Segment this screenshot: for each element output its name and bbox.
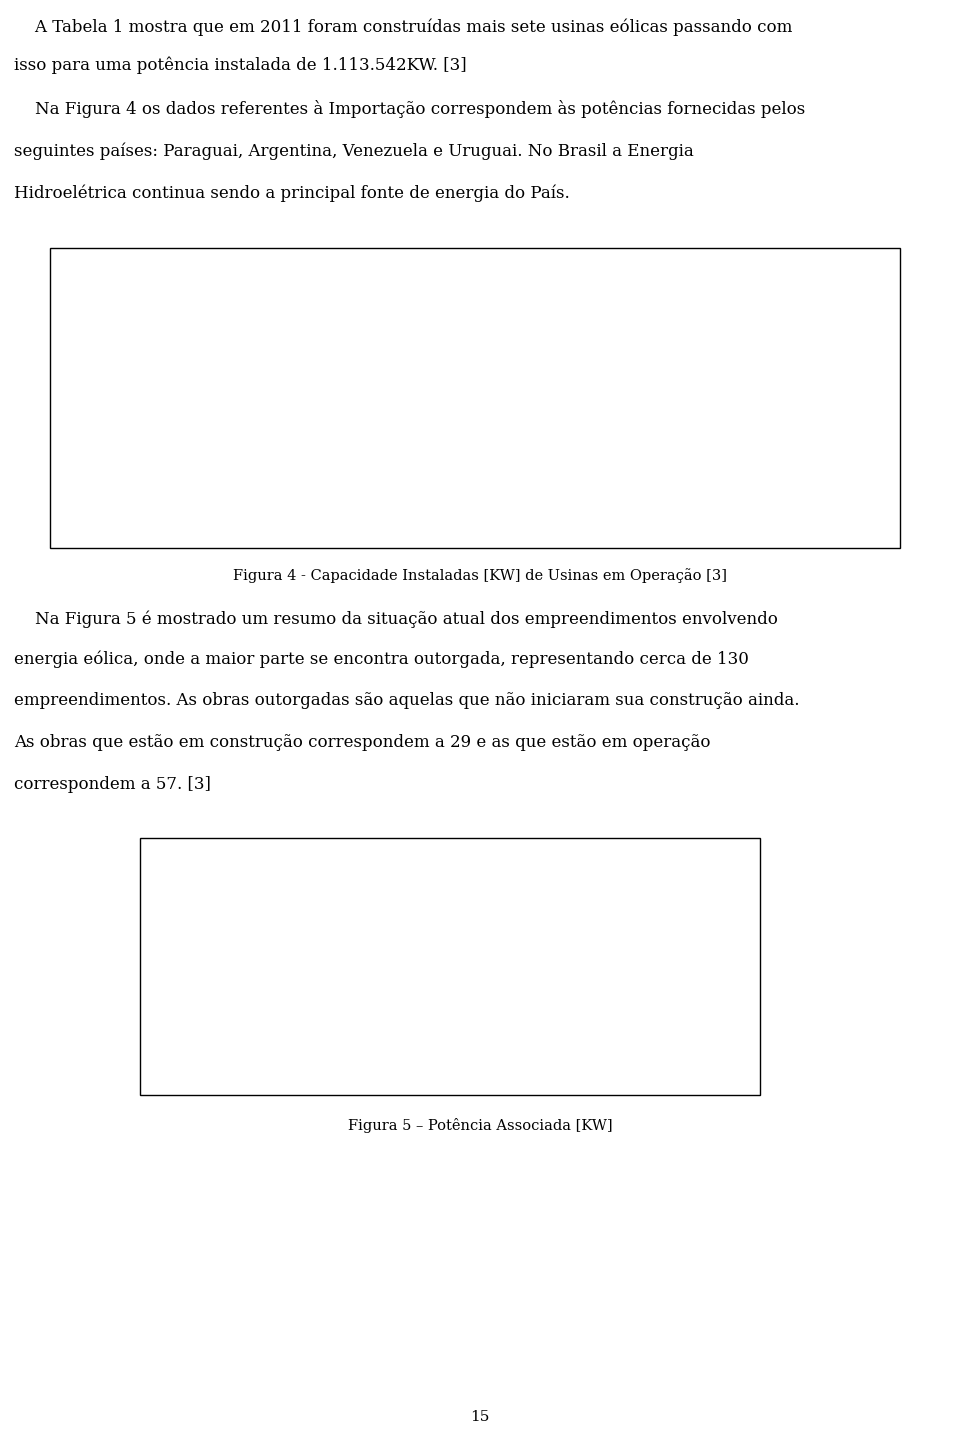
- Bar: [426, 462, 482, 480]
- Text: energia eólica, onde a maior parte se encontra outorgada, representando cerca de: energia eólica, onde a maior parte se en…: [14, 650, 749, 667]
- X-axis label: Tipos de Usina: Tipos de Usina: [438, 523, 564, 538]
- Text: A Tabela 1 mostra que em 2011 foram construídas mais sete usinas eólicas passand: A Tabela 1 mostra que em 2011 foram cons…: [14, 19, 792, 36]
- Text: 1.113.542: 1.113.542: [643, 985, 710, 998]
- Text: 1.944.054: 1.944.054: [612, 464, 669, 475]
- Bar: [234, 889, 333, 1040]
- Text: Hidroelétrica continua sendo a principal fonte de energia do País.: Hidroelétrica continua sendo a principal…: [14, 186, 569, 203]
- Text: empreendimentos. As obras outorgadas são aquelas que não iniciaram sua construçã: empreendimentos. As obras outorgadas são…: [14, 692, 800, 709]
- Bar: [431, 1009, 529, 1040]
- Text: 6.999.789: 6.999.789: [333, 453, 390, 463]
- Y-axis label: Capacidade Instalada [KW]: Capacidade Instalada [KW]: [95, 279, 108, 462]
- Text: 81.599.685: 81.599.685: [143, 285, 207, 295]
- Bar: [333, 464, 390, 480]
- Text: 2.007.000: 2.007.000: [519, 464, 576, 475]
- Bar: [519, 476, 575, 480]
- Bar: [240, 450, 297, 480]
- Text: Figura 4 - Capacidade Instaladas [KW] de Usinas em Operação [3]: Figura 4 - Capacidade Instaladas [KW] de…: [233, 568, 727, 582]
- Text: As obras que estão em construção correspondem a 29 e as que estão em operação: As obras que estão em construção corresp…: [14, 733, 710, 751]
- Text: 15: 15: [470, 1411, 490, 1424]
- Y-axis label: Potência Associada (KW): Potência Associada (KW): [193, 861, 205, 1028]
- Text: Figura 5 – Potência Associada [KW]: Figura 5 – Potência Associada [KW]: [348, 1117, 612, 1133]
- Text: 8.431.550: 8.431.550: [426, 450, 483, 460]
- Bar: [612, 476, 668, 480]
- Text: correspondem a 57. [3]: correspondem a 57. [3]: [14, 777, 211, 792]
- Text: 4.136.404: 4.136.404: [250, 873, 318, 886]
- Text: 13.193.271: 13.193.271: [236, 439, 300, 449]
- Bar: [706, 477, 761, 480]
- Bar: [148, 296, 204, 480]
- Text: seguintes países: Paraguai, Argentina, Venezuela e Uruguai. No Brasil a Energia: seguintes países: Paraguai, Argentina, V…: [14, 142, 694, 161]
- Text: isso para uma potência instalada de 1.113.542KW. [3]: isso para uma potência instalada de 1.11…: [14, 56, 467, 73]
- Text: 8.170.000: 8.170.000: [799, 450, 855, 460]
- Text: Na Figura 5 é mostrado um resumo da situação atual dos empreendimentos envolvend: Na Figura 5 é mostrado um resumo da situ…: [14, 610, 778, 627]
- Text: Na Figura 4 os dados referentes à Importação correspondem às potências fornecida: Na Figura 4 os dados referentes à Import…: [14, 101, 805, 118]
- Bar: [799, 462, 854, 480]
- Bar: [627, 999, 726, 1040]
- Text: 1.113.542: 1.113.542: [706, 466, 762, 476]
- Text: 812.990: 812.990: [452, 995, 508, 1008]
